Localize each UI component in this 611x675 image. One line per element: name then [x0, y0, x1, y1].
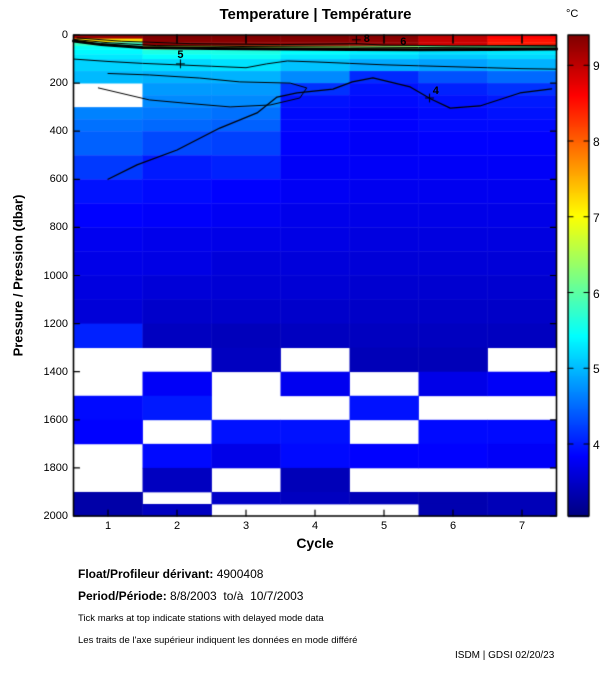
colorbar-tick-label: 9 — [593, 59, 600, 74]
y-tick-label: 1000 — [43, 269, 68, 282]
period-line: Period/Période: 8/8/2003 to/à 10/7/2003 — [78, 589, 303, 603]
x-tick-label: 5 — [380, 520, 388, 532]
y-tick-label: 0 — [61, 29, 68, 41]
y-tick-label: 800 — [49, 221, 68, 234]
contour-label-8: 8 — [363, 32, 370, 45]
delayed-mode-note-en: Tick marks at top indicate stations with… — [78, 613, 324, 624]
y-tick-label: 1800 — [43, 461, 68, 474]
float-id-label: Float/Profileur dérivant: — [78, 567, 214, 581]
contour-label-5: 5 — [177, 49, 184, 62]
chart-title: Temperature | Température — [219, 6, 412, 23]
y-tick-label: 600 — [49, 173, 68, 186]
colorbar-tick-label: 5 — [593, 362, 600, 377]
y-tick-label: 2000 — [43, 510, 68, 522]
y-tick-label: 1400 — [43, 365, 68, 378]
y-tick-label: 1200 — [43, 317, 68, 330]
contour-label-4: 4 — [432, 84, 439, 97]
float-id-value: 4900408 — [213, 567, 264, 581]
y-tick-label: 200 — [49, 77, 68, 90]
y-tick-label: 400 — [49, 125, 68, 138]
x-tick-label: 6 — [449, 520, 457, 532]
x-tick-label: 2 — [173, 520, 181, 532]
colorbar-tick-label: 4 — [593, 438, 600, 453]
colorbar-tick-label: 6 — [593, 286, 600, 301]
float-id-line: Float/Profileur dérivant: 4900408 — [78, 567, 263, 581]
period-label: Period/Période: — [78, 589, 167, 603]
contour-label-6: 6 — [400, 36, 407, 49]
x-axis-label: Cycle — [296, 535, 334, 551]
x-tick-label: 4 — [311, 520, 319, 532]
colorbar-unit-label: °C — [566, 8, 579, 20]
x-tick-label: 7 — [518, 520, 526, 532]
issuer-credit: ISDM | GDSI 02/20/23 — [455, 650, 555, 661]
x-tick-label: 3 — [242, 520, 250, 532]
delayed-mode-note-fr: Les traits de l'axe supérieur indiquent … — [78, 635, 358, 646]
period-value: 8/8/2003 to/à 10/7/2003 — [166, 589, 304, 603]
colorbar-tick-label: 7 — [593, 210, 600, 225]
y-tick-label: 1600 — [43, 413, 68, 426]
colorbar-tick-label: 8 — [593, 135, 600, 150]
x-tick-label: 1 — [104, 520, 112, 532]
